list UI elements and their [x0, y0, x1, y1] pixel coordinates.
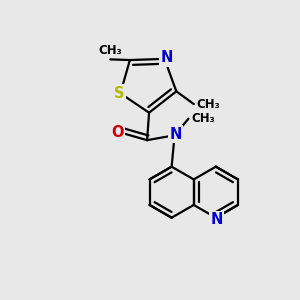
Text: O: O: [111, 125, 124, 140]
Text: CH₃: CH₃: [98, 44, 122, 57]
Text: N: N: [211, 212, 223, 227]
Text: CH₃: CH₃: [191, 112, 215, 125]
Text: N: N: [160, 50, 173, 65]
Text: N: N: [169, 127, 182, 142]
Text: CH₃: CH₃: [197, 98, 220, 111]
Text: S: S: [114, 86, 124, 101]
